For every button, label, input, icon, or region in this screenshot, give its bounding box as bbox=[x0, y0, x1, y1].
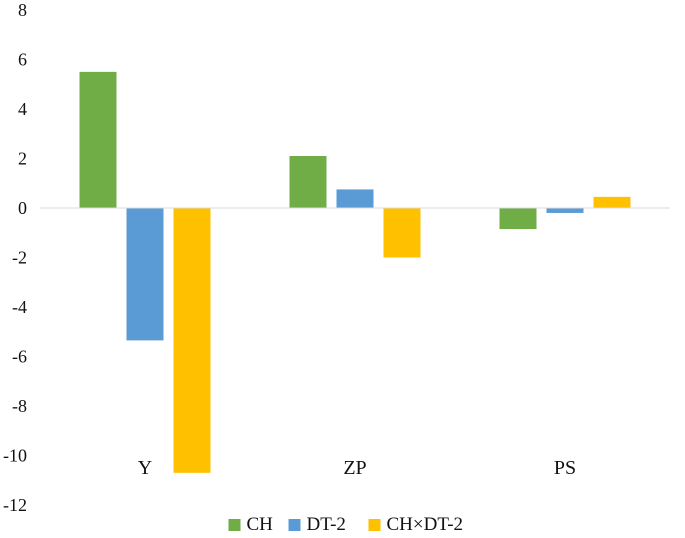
y-tick-label: -6 bbox=[12, 347, 27, 367]
legend-label-ch: CH bbox=[247, 514, 274, 535]
bar-y-ch-dt-2 bbox=[173, 208, 211, 473]
bar-ps-dt-2 bbox=[546, 208, 584, 213]
y-tick-label: -8 bbox=[12, 396, 27, 416]
y-tick-label: 4 bbox=[18, 99, 27, 119]
y-tick-label: 8 bbox=[18, 0, 27, 20]
y-tick-label: -2 bbox=[12, 248, 27, 268]
y-tick-label: 6 bbox=[18, 50, 27, 70]
legend-swatch-ch bbox=[228, 519, 241, 531]
bar-zp-ch bbox=[289, 156, 327, 208]
bar-y-dt-2 bbox=[126, 208, 164, 341]
legend: CH DT-2 CH×DT-2 bbox=[228, 514, 464, 535]
y-tick-label: 0 bbox=[18, 198, 27, 218]
legend-label-dt-2: DT-2 bbox=[307, 514, 346, 535]
bars bbox=[79, 71, 631, 473]
legend-label-ch-dt-2: CH×DT-2 bbox=[387, 514, 464, 535]
bar-zp-ch-dt-2 bbox=[383, 208, 421, 258]
legend-swatch-ch-dt-2 bbox=[368, 519, 381, 531]
bar-ps-ch-dt-2 bbox=[593, 196, 631, 208]
bar-ps-ch bbox=[499, 208, 537, 230]
category-label: ZP bbox=[343, 457, 366, 479]
legend-swatch-dt-2 bbox=[288, 519, 301, 531]
y-axis-ticks: 8 6 4 2 0 -2 -4 -6 -8 -10 -12 bbox=[3, 0, 27, 515]
y-tick-label: -10 bbox=[3, 446, 27, 466]
y-tick-label: -4 bbox=[12, 297, 27, 317]
category-labels: Y ZP PS bbox=[138, 457, 576, 479]
category-label: PS bbox=[554, 457, 576, 479]
y-tick-label: -12 bbox=[3, 495, 27, 515]
bar-y-ch bbox=[79, 71, 117, 208]
bar-zp-dt-2 bbox=[336, 189, 374, 208]
y-tick-label: 2 bbox=[18, 149, 27, 169]
category-label: Y bbox=[138, 457, 152, 479]
